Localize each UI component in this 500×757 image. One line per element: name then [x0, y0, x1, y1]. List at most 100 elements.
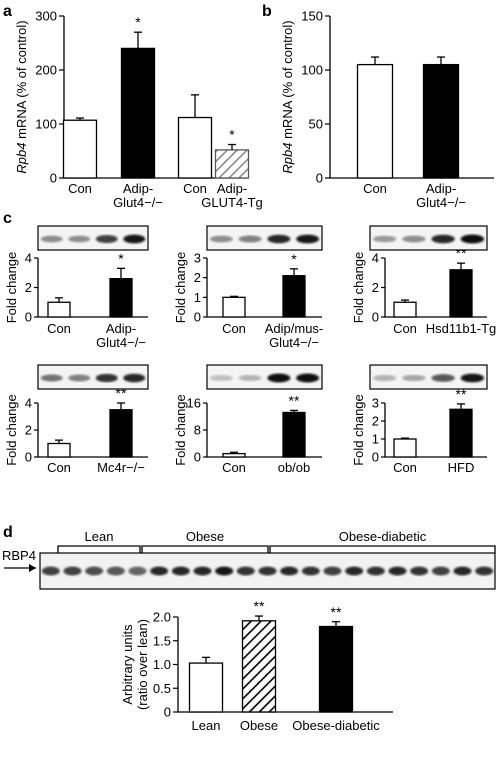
y-tick-label: 100 [35, 117, 57, 132]
significance-label: * [229, 127, 235, 143]
y-axis-label: Fold change [173, 252, 188, 324]
y-tick-label: 2.0 [153, 610, 171, 625]
y-tick-label: 50 [309, 117, 323, 132]
blot-band [460, 373, 485, 383]
blot-band [236, 566, 255, 576]
category-label: Adip/mus- [265, 321, 324, 336]
y-tick-label: 0 [164, 705, 171, 720]
category-label: Mc4r−/− [97, 460, 145, 475]
y-tick-label: 1 [194, 290, 201, 305]
y-axis-label: Fold change [351, 252, 366, 324]
y-tick-label: 0 [25, 310, 32, 325]
blot-band [345, 566, 364, 576]
category-label: Glut4−/− [269, 335, 319, 350]
blot-d: Lean Obese Obese-diabetic RBP4 [2, 529, 496, 590]
blot-band [323, 566, 342, 576]
blot-band [85, 566, 104, 576]
bar-c4-0 [47, 442, 71, 458]
y-axis-label: Arbitrary units [120, 624, 135, 705]
y-tick-label: 0 [25, 450, 32, 465]
blot-group-label: Obese-diabetic [339, 529, 427, 544]
category-label: Con [393, 460, 417, 475]
blot-c5 [206, 364, 323, 390]
y-tick-label: 3 [194, 251, 201, 266]
bar-c2-0 [222, 296, 246, 318]
y-tick-label: 4 [25, 251, 32, 266]
bar-c3-1 [449, 269, 473, 318]
category-label: Glut4−/− [96, 335, 146, 350]
bar-d-1 [241, 620, 277, 713]
y-tick-label: 1 [372, 432, 379, 447]
y-axis-label-gene: Rpb4 [14, 143, 29, 174]
bar-c1-0 [47, 301, 71, 318]
chart-panel-a: 0100200300Con*Adip-Glut4−/−Con*Adip-GLUT… [14, 9, 263, 211]
y-tick-label: 0 [194, 310, 201, 325]
category-label: Lean [192, 718, 221, 733]
category-label: Con [47, 460, 71, 475]
blot-band [460, 234, 485, 244]
blots-layer: Lean Obese Obese-diabetic RBP4 [2, 225, 496, 590]
bar-b-1 [422, 63, 460, 179]
blot-band [215, 566, 234, 576]
category-label: Con [222, 460, 246, 475]
blot-band [40, 374, 63, 382]
blot-band [123, 373, 146, 383]
y-tick-label: 150 [301, 9, 323, 24]
panel-label-d: d [3, 524, 13, 541]
y-tick-label: 2 [194, 270, 201, 285]
bar-c6-0 [393, 438, 417, 458]
y-axis-label: Rpb4 mRNA (% of control) [14, 20, 29, 173]
y-tick-label: 2 [25, 423, 32, 438]
bar-d-0 [188, 662, 224, 713]
category-label: Adip- [106, 321, 136, 336]
y-tick-label: 0.5 [153, 681, 171, 696]
bar-c5-1 [282, 411, 306, 458]
significance-label: ** [289, 392, 300, 408]
y-axis-label-text: mRNA (% of control) [280, 20, 295, 142]
y-axis-label-gene: Rpb4 [280, 143, 295, 174]
category-label: ob/ob [278, 460, 311, 475]
blot-band [410, 566, 429, 576]
category-label: Con [222, 321, 246, 336]
chart-panel-d: 0 0.5 1.0 1.5 2.0 Lean ** Obese ** Obese-diabetic… [120, 598, 393, 733]
significance-label: ** [456, 386, 467, 402]
category-label: Con [183, 181, 207, 196]
y-axis-label: Fold change [4, 252, 19, 324]
blot-band [123, 234, 146, 244]
blot-group-label: Obese [186, 529, 224, 544]
chart-panel-c1: 0 2 4 Con * Adip-Glut4−/− Fold change [4, 250, 148, 350]
significance-label: ** [116, 385, 127, 401]
y-tick-label: 0 [372, 450, 379, 465]
blot-band [258, 566, 277, 576]
blot-band [68, 374, 91, 382]
y-tick-label: 4 [25, 396, 32, 411]
y-axis-label: (ratio over lean) [135, 619, 150, 710]
y-tick-label: 2 [372, 280, 379, 295]
category-label: Obese [240, 718, 278, 733]
bar-c4-1 [109, 409, 133, 458]
blot-band [41, 566, 60, 576]
blot-band [431, 234, 455, 244]
blot-band [431, 566, 450, 576]
blot-band [171, 566, 190, 576]
y-axis-label: Fold change [351, 394, 366, 466]
y-tick-label: 16 [187, 396, 201, 411]
blot-band [150, 566, 169, 576]
chart-panel-c5: 0 8 16 Con ** ob/ob Fold change [173, 392, 322, 475]
significance-label: * [291, 251, 297, 267]
blot-band [296, 234, 320, 244]
bar-a-2 [177, 116, 213, 179]
bar-c6-1 [449, 408, 473, 458]
blot-c3 [369, 225, 488, 251]
bar-a-3 [214, 149, 250, 179]
blot-band [106, 566, 125, 576]
blot-band [193, 566, 212, 576]
y-tick-label: 2 [25, 280, 32, 295]
blot-band [238, 374, 262, 382]
y-tick-label: 2 [372, 414, 379, 429]
blot-band [267, 234, 291, 244]
panel-label-a: a [3, 3, 12, 20]
blot-c4 [37, 364, 149, 390]
panel-label-b: b [262, 3, 272, 20]
category-label: Hsd11b1-Tg [426, 321, 497, 336]
